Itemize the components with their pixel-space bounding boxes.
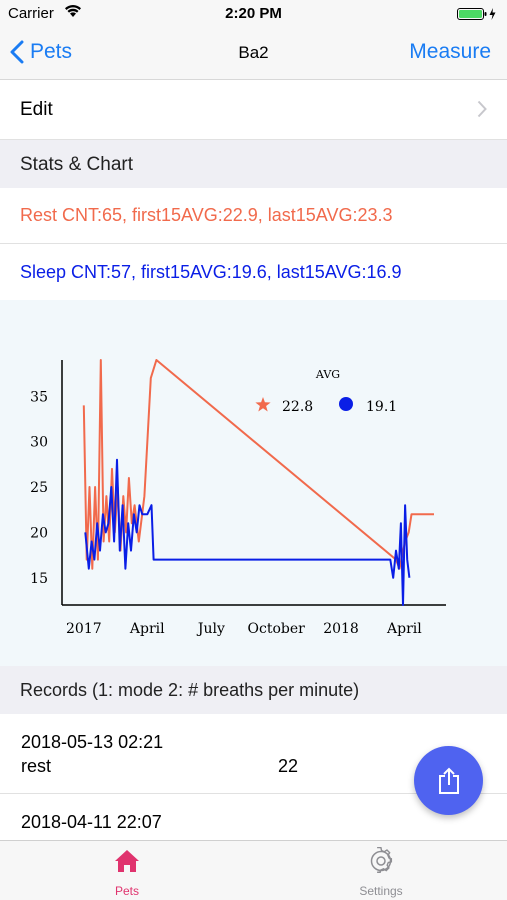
edit-label: Edit <box>20 99 53 120</box>
y-tick-label: 35 <box>30 389 48 405</box>
sleep-stats-text: Sleep CNT:57, first15AVG:19.6, last15AVG… <box>20 262 402 282</box>
x-tick-label: 2017 <box>66 621 102 637</box>
tab-pets-label: Pets <box>114 884 139 898</box>
back-button[interactable]: Pets <box>10 40 72 64</box>
edit-row[interactable]: Edit <box>0 80 507 140</box>
legend-star-marker <box>255 397 271 412</box>
x-tick-label: April <box>129 621 165 637</box>
legend-circle-marker <box>339 397 353 411</box>
status-bar: Carrier 2:20 PM <box>0 0 507 28</box>
share-button[interactable] <box>414 746 483 815</box>
share-icon <box>438 767 459 794</box>
gear-icon <box>254 846 507 880</box>
legend-label-rest: 22.8 <box>282 399 313 415</box>
tab-settings[interactable]: Settings <box>254 841 507 900</box>
x-tick-label: April <box>386 621 422 637</box>
carrier-label: Carrier <box>8 5 54 22</box>
y-tick-label: 30 <box>30 435 48 451</box>
record-date: 2018-04-11 22:07 <box>21 812 162 832</box>
tab-bar: Pets Settings <box>0 840 507 900</box>
legend-label-sleep: 19.1 <box>366 399 397 415</box>
legend-title: AVG <box>315 368 340 381</box>
record-value: 22 <box>278 756 299 776</box>
navigation-bar: Pets Ba2 Measure <box>0 28 507 80</box>
sleep-stats-row: Sleep CNT:57, first15AVG:19.6, last15AVG… <box>0 244 507 300</box>
x-tick-label: 2018 <box>323 621 359 637</box>
breath-chart: 15 20 25 30 35 2017 April July October 2018 April A… <box>0 300 507 666</box>
series-line-rest <box>82 359 434 570</box>
chevron-left-icon <box>10 40 24 64</box>
record-date: 2018-05-13 02:21 <box>21 732 164 752</box>
x-tick-label: July <box>196 621 225 637</box>
record-mode: rest <box>21 756 52 776</box>
y-tick-label: 25 <box>30 480 48 496</box>
y-tick-label: 20 <box>30 525 48 541</box>
x-tick-label: October <box>248 621 306 637</box>
home-icon <box>0 847 254 880</box>
measure-button[interactable]: Measure <box>409 40 491 63</box>
stats-section-header: Stats & Chart <box>0 140 507 188</box>
wifi-icon <box>64 4 82 22</box>
page-title: Ba2 <box>238 43 269 62</box>
chart-canvas: 15 20 25 30 35 2017 April July October 2018 April A… <box>30 359 446 637</box>
records-section-header: Records (1: mode 2: # breaths per minute… <box>0 666 507 714</box>
stats-header-label: Stats & Chart <box>20 154 133 175</box>
rest-stats-text: Rest CNT:65, first15AVG:22.9, last15AVG:… <box>20 205 393 225</box>
clock: 2:20 PM <box>225 5 282 22</box>
tab-settings-label: Settings <box>359 884 403 898</box>
y-tick-label: 15 <box>30 571 48 587</box>
battery-icon <box>457 6 499 26</box>
back-label: Pets <box>30 40 73 63</box>
records-header-label: Records (1: mode 2: # breaths per minute… <box>20 680 360 700</box>
rest-stats-row: Rest CNT:65, first15AVG:22.9, last15AVG:… <box>0 188 507 244</box>
series-line-sleep <box>84 458 411 606</box>
chevron-right-icon <box>477 100 487 123</box>
tab-pets[interactable]: Pets <box>0 841 254 900</box>
